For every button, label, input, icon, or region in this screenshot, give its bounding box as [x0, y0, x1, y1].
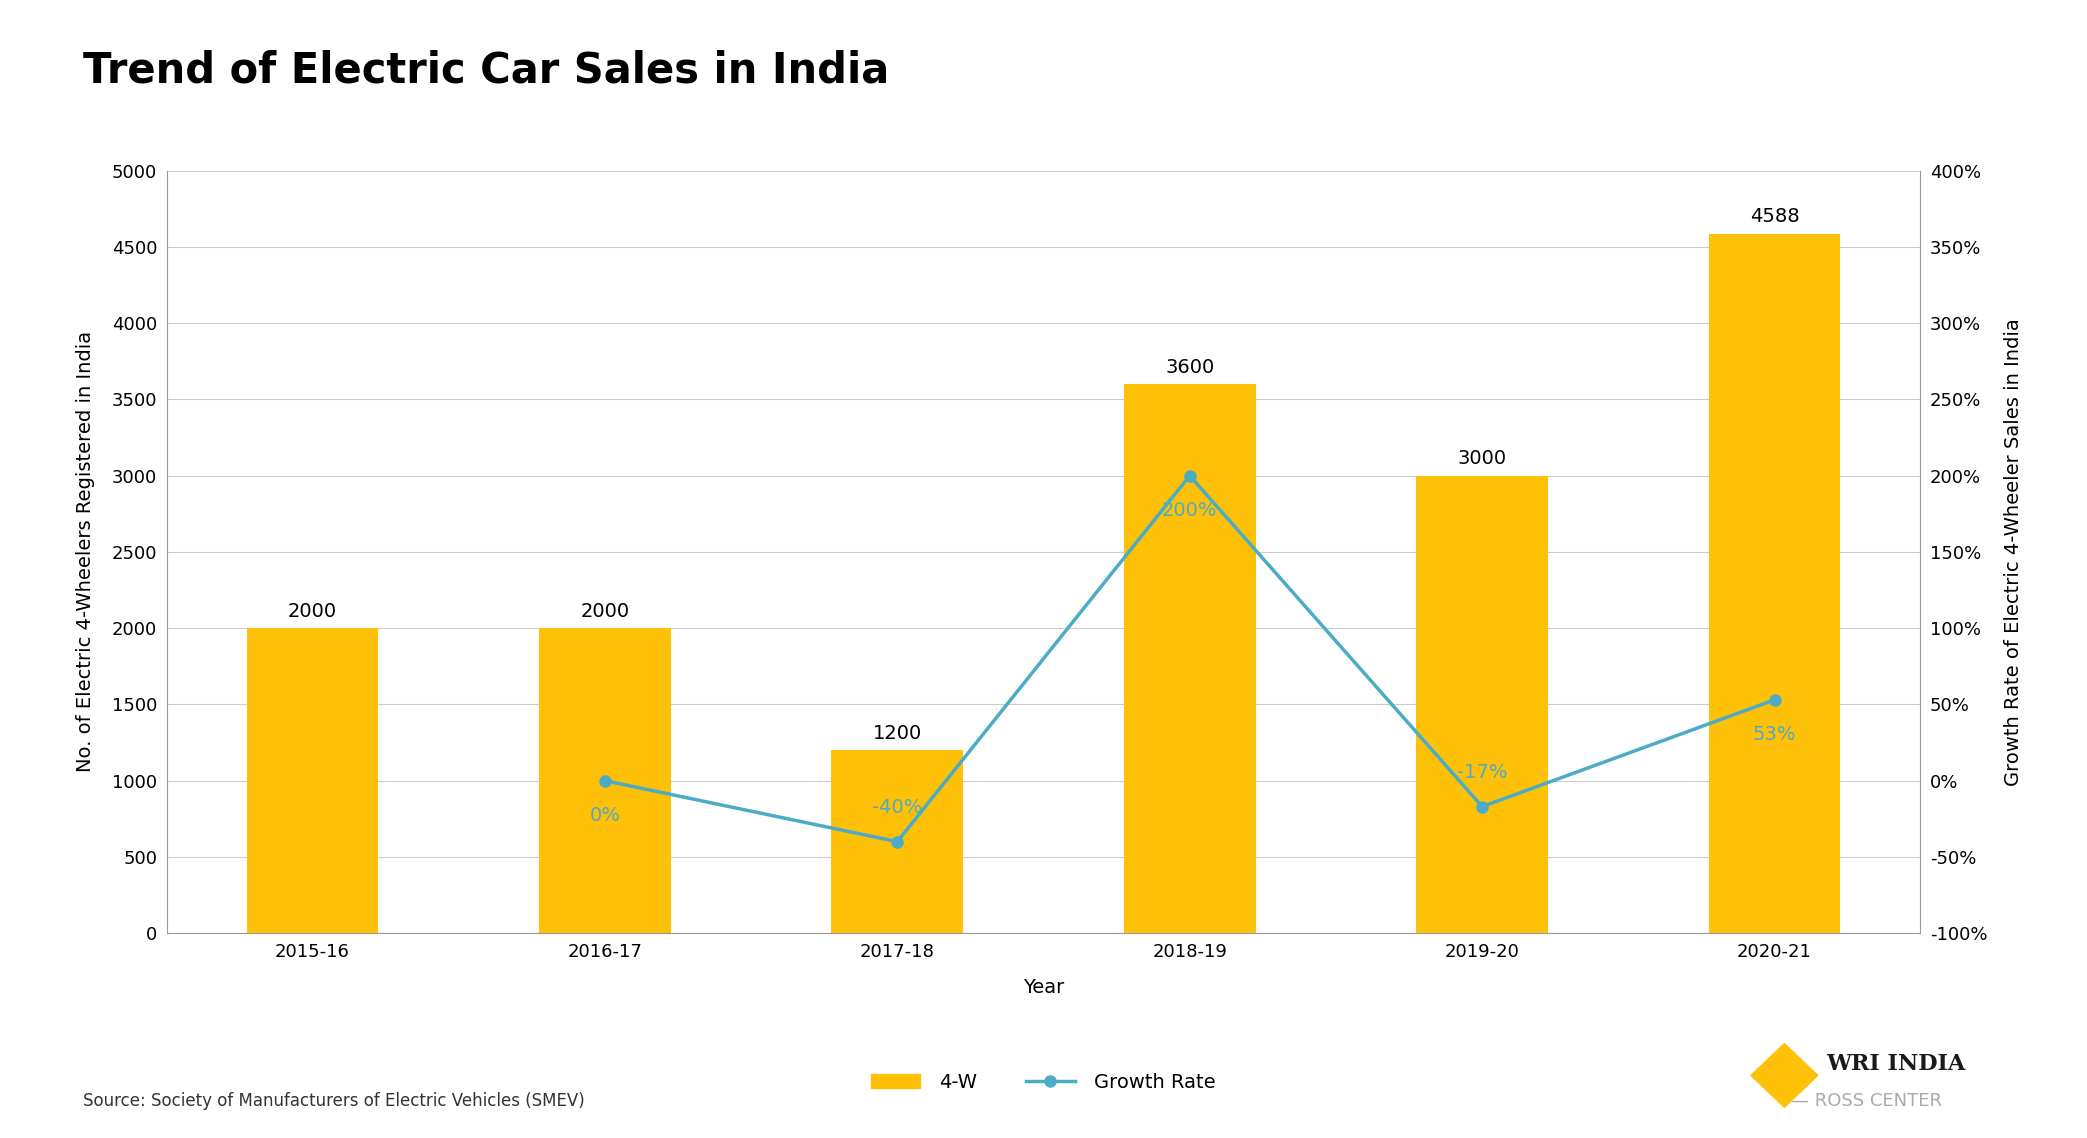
Text: 3000: 3000 — [1457, 450, 1507, 468]
Bar — [831, 750, 962, 933]
Text: -17%: -17% — [1457, 762, 1507, 782]
Text: WRI INDIA: WRI INDIA — [1826, 1054, 1966, 1075]
Text: 1200: 1200 — [872, 724, 922, 742]
Bar — [246, 628, 378, 933]
Polygon shape — [1768, 1044, 1801, 1075]
Polygon shape — [1751, 1059, 1784, 1091]
Polygon shape — [1768, 1075, 1801, 1107]
Bar — [1709, 233, 1841, 933]
Text: 200%: 200% — [1162, 501, 1217, 520]
Y-axis label: Growth Rate of Electric 4-Wheeler Sales in India: Growth Rate of Electric 4-Wheeler Sales … — [2004, 318, 2022, 786]
Text: Source: Society of Manufacturers of Electric Vehicles (SMEV): Source: Society of Manufacturers of Elec… — [83, 1091, 584, 1110]
Legend: 4-W, Growth Rate: 4-W, Growth Rate — [864, 1065, 1223, 1099]
Text: 3600: 3600 — [1165, 357, 1215, 377]
Bar — [1417, 476, 1549, 933]
X-axis label: Year: Year — [1023, 978, 1064, 997]
Y-axis label: No. of Electric 4-Wheelers Registered in India: No. of Electric 4-Wheelers Registered in… — [75, 331, 96, 773]
Text: 53%: 53% — [1753, 725, 1797, 744]
Polygon shape — [1784, 1059, 1818, 1091]
Text: 2000: 2000 — [580, 602, 630, 620]
Text: -40%: -40% — [872, 798, 922, 817]
Text: 4588: 4588 — [1749, 207, 1799, 226]
Text: Trend of Electric Car Sales in India: Trend of Electric Car Sales in India — [83, 49, 889, 91]
Text: 0%: 0% — [589, 806, 620, 825]
Bar — [1125, 385, 1256, 933]
Text: — ROSS CENTER: — ROSS CENTER — [1791, 1091, 1941, 1110]
Text: 2000: 2000 — [288, 602, 336, 620]
Bar — [538, 628, 670, 933]
